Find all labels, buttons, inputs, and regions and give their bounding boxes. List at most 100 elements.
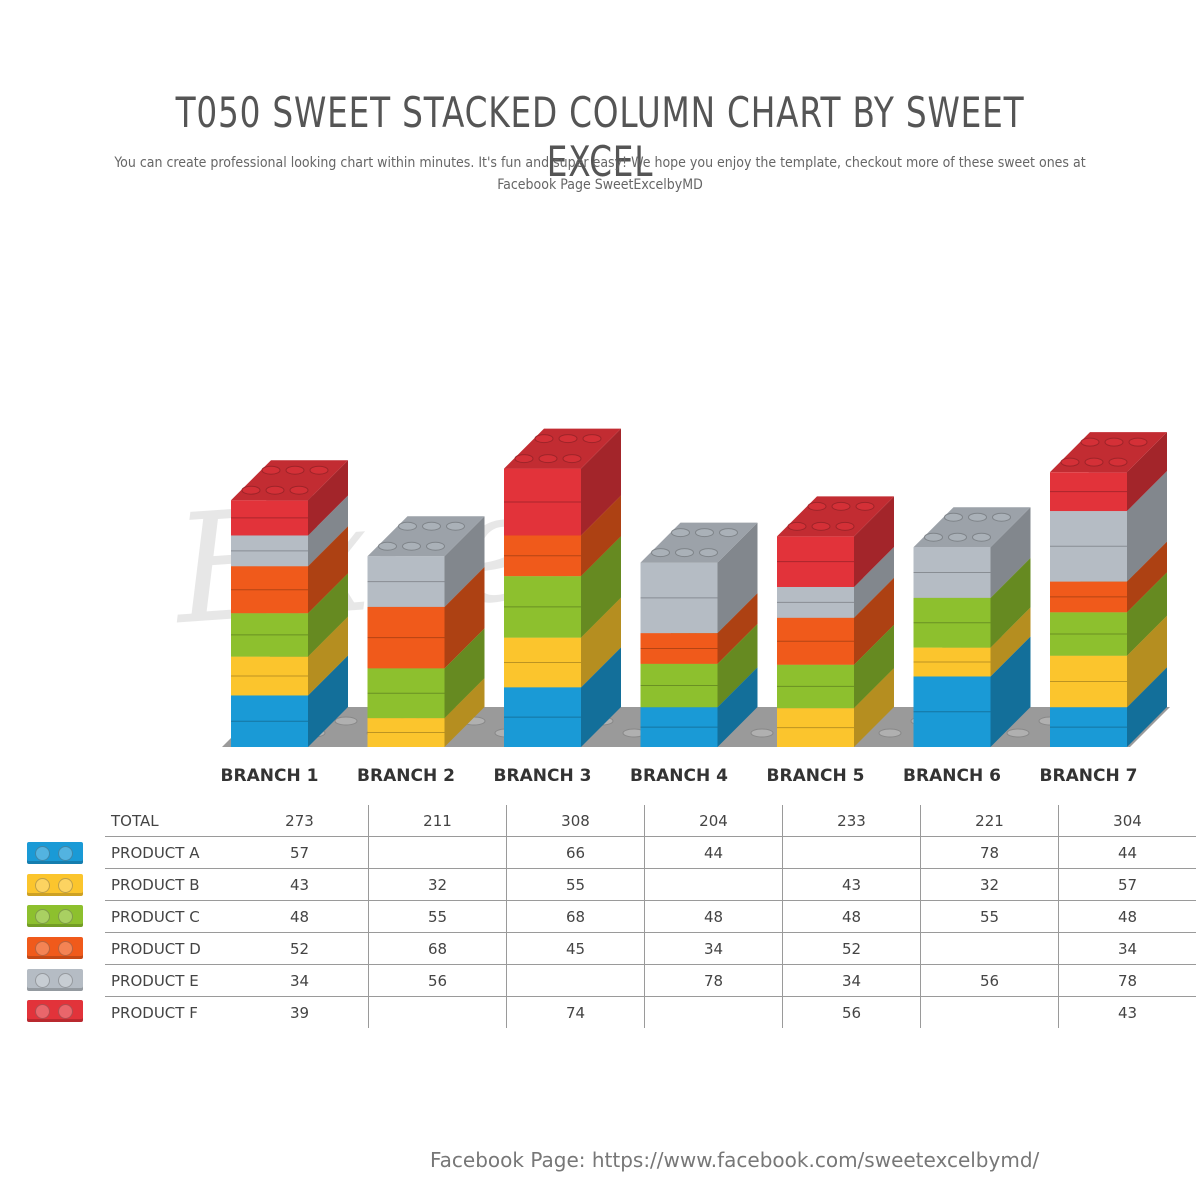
table-cell: 78	[644, 964, 783, 997]
table-cell: 78	[920, 836, 1059, 869]
table-cell: 43	[782, 868, 921, 901]
table-cell: 43	[231, 868, 369, 901]
table-cell: 55	[920, 900, 1059, 933]
category-label: BRANCH 6	[903, 766, 1001, 786]
table-cell: 56	[368, 964, 507, 997]
table-cell: 44	[1058, 836, 1196, 869]
row-label: PRODUCT A	[105, 836, 231, 869]
stud-icon	[58, 972, 73, 988]
table-cell: 68	[368, 932, 507, 965]
stud-icon	[35, 972, 50, 988]
data-table: TOTAL 273 211 308 204 233 221 304 PRODUCT A 57 66 4…	[105, 805, 1196, 1028]
table-cell: 56	[782, 996, 921, 1028]
bar-segment	[367, 516, 485, 607]
base-stud	[878, 728, 902, 738]
table-cell: 44	[644, 836, 783, 869]
table-cell: 56	[920, 964, 1059, 997]
table-cell	[782, 836, 921, 869]
table-cell: 32	[920, 868, 1059, 901]
stud-icon	[35, 909, 50, 925]
product-row: PRODUCT A 57 66 44 78 44	[105, 836, 1196, 869]
table-cell: 39	[289, 1003, 310, 1022]
table-cell	[644, 868, 783, 901]
table-cell: 34	[1058, 932, 1196, 965]
bar-segment	[777, 496, 894, 587]
chart-subtitle: You can create professional looking char…	[114, 155, 1086, 193]
row-label: TOTAL	[105, 805, 231, 837]
stud-icon	[58, 877, 73, 893]
legend-swatch	[27, 905, 83, 928]
stud-icon	[35, 877, 50, 893]
table-cell	[368, 836, 507, 869]
table-cell: 304	[1058, 805, 1196, 837]
stud-icon	[58, 941, 73, 957]
bar-segment	[913, 507, 1031, 598]
table-cell: 221	[920, 805, 1059, 837]
bar-segment	[504, 428, 621, 536]
table-cell: 48	[644, 900, 783, 933]
stud-icon	[58, 1004, 73, 1020]
total-row: TOTAL 273 211 308 204 233 221 304	[105, 805, 1196, 837]
stud-icon	[35, 846, 50, 861]
table-cell: 68	[506, 900, 645, 933]
bar-segment	[640, 522, 758, 634]
table-cell: 55	[506, 868, 645, 901]
category-label: BRANCH 4	[630, 766, 728, 786]
row-label: PRODUCT C	[105, 900, 231, 933]
table-cell: 211	[368, 805, 507, 837]
row-label: PRODUCT F	[111, 1003, 198, 1022]
row-label: PRODUCT B	[105, 868, 231, 901]
table-cell	[644, 996, 783, 1028]
stud-icon	[35, 1004, 50, 1020]
table-cell: 273	[231, 805, 369, 837]
category-label: BRANCH 1	[221, 766, 319, 786]
table-cell: 55	[368, 900, 507, 933]
base-stud	[334, 716, 358, 726]
row-label: PRODUCT D	[105, 932, 231, 965]
legend-swatch	[27, 937, 83, 960]
table-cell: 34	[782, 964, 921, 997]
table-cell: 48	[231, 900, 369, 933]
table-cell	[920, 932, 1059, 965]
base-stud	[750, 728, 774, 738]
legend-swatch	[27, 1000, 83, 1023]
stacked-column-chart: BRANCH 1 BRANCH 2 BRANCH 3 BRANCH 4 BRANCH 5…	[221, 428, 1170, 786]
table-cell: 57	[231, 836, 369, 869]
table-cell: 52	[782, 932, 921, 965]
product-row: PRODUCT E 34 56 78 34 56 78	[105, 964, 1196, 997]
footer-link[interactable]: Facebook Page: https://www.facebook.com/…	[430, 1148, 1040, 1172]
table-cell: 74	[506, 996, 645, 1028]
table-cell: 66	[506, 836, 645, 869]
table-cell: 233	[782, 805, 921, 837]
category-label: BRANCH 3	[494, 766, 592, 786]
table-cell: 308	[506, 805, 645, 837]
product-row: PRODUCT B 43 32 55 43 32 57	[105, 868, 1196, 901]
stud-icon	[58, 846, 73, 861]
table-cell	[368, 996, 507, 1028]
stud-icon	[58, 909, 73, 925]
table-cell: 34	[231, 964, 369, 997]
table-cell: 48	[782, 900, 921, 933]
table-cell: 52	[231, 932, 369, 965]
bar-segment	[1050, 432, 1167, 512]
product-row: PRODUCT F 39 74 56 43	[105, 996, 1196, 1028]
product-row: PRODUCT C 48 55 68 48 48 55 48	[105, 900, 1196, 933]
table-cell: 78	[1058, 964, 1196, 997]
legend-swatches	[27, 842, 83, 1032]
table-cell: 48	[1058, 900, 1196, 933]
category-label: BRANCH 5	[767, 766, 865, 786]
table-cell: 204	[644, 805, 783, 837]
table-cell: 57	[1058, 868, 1196, 901]
stud-icon	[35, 941, 50, 957]
legend-swatch	[27, 968, 83, 991]
category-label: BRANCH 2	[357, 766, 455, 786]
base-stud	[1006, 728, 1030, 738]
table-cell: 32	[368, 868, 507, 901]
table-cell	[506, 964, 645, 997]
table-cell	[920, 996, 1059, 1028]
bar-segment	[231, 460, 348, 536]
table-cell: 43	[1058, 996, 1196, 1028]
product-row: PRODUCT D 52 68 45 34 52 34	[105, 932, 1196, 965]
table-cell: 45	[506, 932, 645, 965]
chart-title: T050 SWEET STACKED COLUMN CHART BY SWEET…	[175, 88, 1025, 186]
